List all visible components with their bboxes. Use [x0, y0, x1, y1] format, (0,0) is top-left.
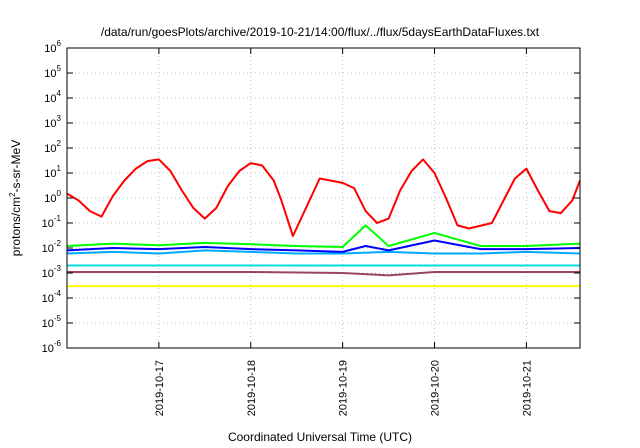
- x-tick-label: 2019-10-21: [521, 360, 533, 416]
- x-ticks: 2019-10-17 2019-10-18 2019-10-19 2019-10-20…: [154, 48, 533, 416]
- series-line-6: [67, 271, 580, 277]
- y-tick-label: 10-6: [42, 339, 62, 355]
- x-tick-label: 2019-10-17: [154, 360, 166, 416]
- x-tick-label: 2019-10-18: [246, 360, 258, 416]
- series-line-1: [66, 158, 581, 238]
- y-tick-label: 105: [44, 64, 61, 80]
- y-ticks: 10-6 10-5 10-4 10-3 10-2 10-1 100 101 102 103 104 1…: [42, 39, 580, 355]
- y-tick-label: 10-4: [42, 289, 62, 305]
- x-tick-label: 2019-10-19: [338, 360, 350, 416]
- y-tick-label: 10-3: [42, 264, 62, 280]
- y-tick-label: 102: [44, 139, 61, 155]
- y-tick-label: 100: [44, 189, 61, 205]
- y-tick-label: 103: [44, 114, 61, 130]
- y-axis-title: protons/cm2-s-sr-MeV: [8, 140, 23, 256]
- y-tick-label: 10-5: [42, 314, 62, 330]
- y-tick-label: 104: [44, 89, 61, 105]
- series-line-3: [66, 249, 581, 255]
- series-line-4: [66, 239, 581, 253]
- y-tick-label: 10-1: [42, 214, 62, 230]
- y-tick-label: 101: [44, 164, 61, 180]
- y-tick-label: 106: [44, 39, 61, 55]
- x-axis-title: Coordinated Universal Time (UTC): [228, 430, 412, 444]
- chart-title: /data/run/goesPlots/archive/2019-10-21/1…: [101, 25, 540, 39]
- y-tick-label: 10-2: [42, 239, 62, 255]
- data-series: [66, 158, 581, 288]
- x-tick-label: 2019-10-20: [430, 360, 442, 416]
- series-line-2: [66, 224, 581, 248]
